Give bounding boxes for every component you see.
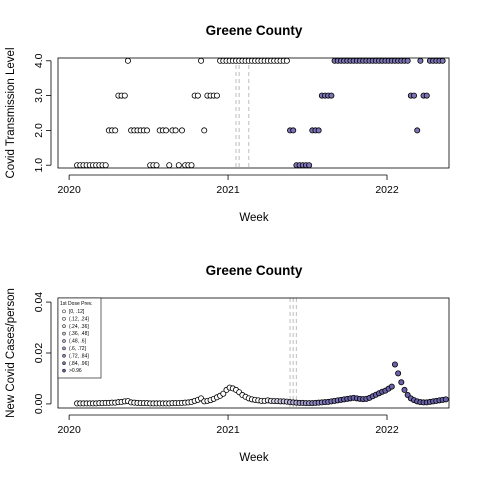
- chart2-vlines: [290, 298, 296, 408]
- legend-entry-label: (.48, .6]: [69, 339, 87, 345]
- panel-transmission: Greene County 2020 2021 2022 1.02.03.04.0 …: [5, 23, 449, 224]
- legend-swatch: [62, 362, 65, 365]
- chart2-point: [392, 362, 397, 367]
- legend-swatch: [62, 317, 65, 320]
- panel-cases: Greene County 2020 2021 2022 0.000.020.04 …: [5, 263, 449, 464]
- chart1-point: [176, 163, 181, 168]
- chart1-point: [113, 128, 118, 133]
- chart1-point: [163, 128, 168, 133]
- chart1-y-tick-label: 2.0: [33, 123, 45, 138]
- chart1-point: [405, 58, 410, 63]
- legend-entry-label: (.24, .36]: [69, 324, 89, 330]
- legend-swatch: [62, 332, 65, 335]
- chart1-xlabel: Week: [239, 212, 268, 224]
- chart1-point: [198, 58, 203, 63]
- chart1-x-tick-label: 2021: [216, 184, 240, 196]
- chart2-legend: 1st Dose Prev. [0, .12](.12, .24] (.24, .…: [58, 298, 101, 378]
- chart1-point: [284, 58, 289, 63]
- chart1-point: [424, 93, 429, 98]
- chart1-point: [195, 93, 200, 98]
- chart1-point: [411, 93, 416, 98]
- chart1-point: [316, 128, 321, 133]
- chart1-point: [329, 93, 334, 98]
- chart1-point: [144, 128, 149, 133]
- chart1-point: [154, 163, 159, 168]
- chart1-ylabel: Covid Transmission Level: [5, 47, 17, 178]
- legend-title: 1st Dose Prev.: [60, 301, 92, 307]
- chart2-point: [396, 371, 401, 376]
- chart2-point: [443, 397, 448, 402]
- chart2-point: [399, 380, 404, 385]
- chart2-y-axis: 0.00 0.02 0.04: [33, 292, 51, 414]
- chart1-point: [125, 58, 130, 63]
- legend-swatch: [62, 310, 65, 313]
- legend-swatch: [62, 325, 65, 328]
- chart1-point: [202, 128, 207, 133]
- chart1-point: [418, 58, 423, 63]
- chart2-points: [74, 362, 448, 406]
- chart2-x-tick-label: 2022: [375, 424, 399, 436]
- chart1-point: [189, 163, 194, 168]
- chart1-plot-frame: [58, 58, 449, 168]
- chart1-point: [440, 58, 445, 63]
- chart1-x-tick-label: 2022: [375, 184, 399, 196]
- chart1-x-tick-label: 2020: [57, 184, 81, 196]
- chart1-points: [74, 58, 445, 168]
- chart1-y-tick-label: 3.0: [33, 88, 45, 103]
- chart1-point: [214, 93, 219, 98]
- chart1-point: [307, 163, 312, 168]
- chart1-y-tick-label: 1.0: [33, 158, 45, 173]
- chart1-y-axis: 1.0 2.0 3.0 4.0: [33, 53, 51, 172]
- chart1-vlines: [236, 58, 249, 168]
- legend-swatch: [62, 347, 65, 350]
- legend-entry-label: (.36, .48]: [69, 331, 89, 337]
- chart2-ylabel: New Covid Cases/person: [5, 288, 17, 418]
- chart2-x-axis: 2020 2021 2022: [57, 415, 398, 436]
- chart2-x-tick-label: 2020: [57, 424, 81, 436]
- legend-entry-label: (.12, .24]: [69, 316, 89, 322]
- chart1-point: [291, 128, 296, 133]
- legend-entry-label: (.84, .96]: [69, 361, 89, 367]
- legend-swatch: [62, 339, 65, 342]
- chart1-point: [173, 128, 178, 133]
- chart2-y-tick-label: 0.04: [33, 292, 45, 313]
- chart1-point: [179, 128, 184, 133]
- chart1-point: [122, 93, 127, 98]
- chart2-point: [389, 384, 394, 389]
- chart1-x-axis: 2020 2021 2022: [57, 175, 398, 196]
- chart1-y-tick-label: 4.0: [33, 53, 45, 68]
- chart1-point: [167, 163, 172, 168]
- legend-entry-label: (.6, .72]: [69, 346, 87, 352]
- chart2-xlabel: Week: [239, 452, 268, 464]
- chart1-title: Greene County: [206, 23, 303, 38]
- chart2-title: Greene County: [206, 263, 303, 278]
- chart2-x-tick-label: 2021: [216, 424, 240, 436]
- legend-entry-label: [0, .12]: [69, 309, 85, 315]
- chart2-point: [402, 387, 407, 392]
- chart1-point: [415, 128, 420, 133]
- chart1-point: [103, 163, 108, 168]
- chart2-y-tick-label: 0.02: [33, 343, 45, 364]
- legend-entry-label: (.72, .84]: [69, 353, 89, 359]
- chart2-plot-frame: [58, 298, 449, 408]
- legend-swatch: [62, 354, 65, 357]
- chart2-y-tick-label: 0.00: [33, 394, 45, 415]
- legend-swatch: [62, 369, 65, 372]
- legend-entry-label: >0.96: [69, 368, 82, 374]
